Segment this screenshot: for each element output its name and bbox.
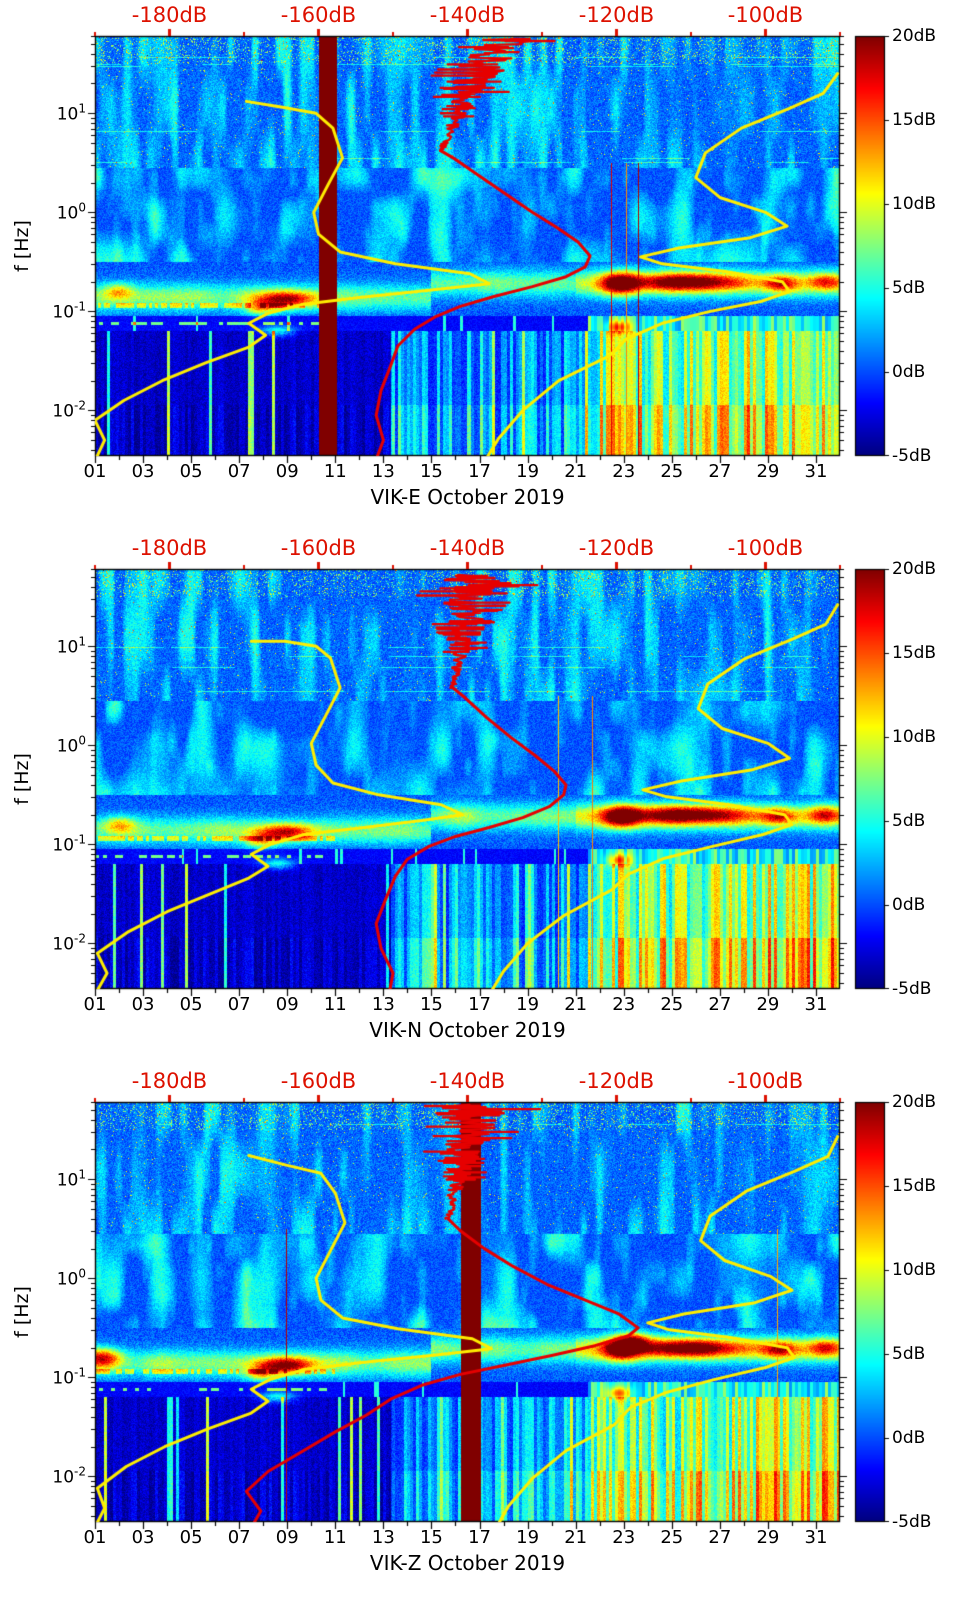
y-tick-mantissa: 10 bbox=[56, 1170, 79, 1191]
x-tick-label: 03 bbox=[131, 1527, 155, 1548]
spectrogram-panel-vik-e: -180dB -160dB -140dB -120dB -100dB f [Hz] 10… bbox=[0, 0, 962, 533]
x-tick-label: 19 bbox=[516, 461, 540, 482]
y-tick-mantissa: 10 bbox=[52, 934, 75, 955]
colorbar-tick-label: 5dB bbox=[892, 1344, 926, 1364]
colorbar-tick-label: 15dB bbox=[892, 643, 937, 663]
colorbar-tick-label: 5dB bbox=[892, 811, 926, 831]
x-tick-label: 13 bbox=[371, 1527, 395, 1548]
colorbar-tick-label: 0dB bbox=[892, 1428, 926, 1448]
colorbar-tick-label: 15dB bbox=[892, 110, 937, 130]
x-tick-label: 25 bbox=[660, 994, 684, 1015]
x-tick-label: 09 bbox=[275, 461, 299, 482]
colorbar-tick-label: -5dB bbox=[892, 1512, 932, 1532]
x-tick-label: 27 bbox=[708, 994, 732, 1015]
x-tick-label: 17 bbox=[468, 461, 491, 482]
x-tick-label: 31 bbox=[804, 461, 828, 482]
x-tick-label: 15 bbox=[419, 461, 443, 482]
x-tick-label: 25 bbox=[660, 1527, 684, 1548]
x-tick-label: 21 bbox=[564, 994, 588, 1015]
spectrogram-plot bbox=[75, 553, 855, 1001]
x-tick-label: 01 bbox=[83, 994, 107, 1015]
y-tick-mantissa: 10 bbox=[56, 104, 79, 125]
colorbar-tick-label: -5dB bbox=[892, 446, 932, 466]
x-tick-label: 27 bbox=[708, 461, 732, 482]
x-tick-label: 29 bbox=[756, 1527, 780, 1548]
colorbar-tick-label: 20dB bbox=[892, 1092, 937, 1112]
x-axis-title: VIK-Z October 2019 bbox=[369, 1551, 566, 1575]
x-tick-label: 19 bbox=[516, 1527, 540, 1548]
x-tick-label: 17 bbox=[468, 1527, 491, 1548]
x-tick-label: 07 bbox=[227, 461, 251, 482]
x-tick-label: 19 bbox=[516, 994, 540, 1015]
x-tick-label: 13 bbox=[371, 461, 395, 482]
x-tick-label: 11 bbox=[323, 994, 347, 1015]
y-tick-mantissa: 10 bbox=[52, 1467, 75, 1488]
x-tick-label: 27 bbox=[708, 1527, 732, 1548]
x-tick-label: 23 bbox=[612, 1527, 636, 1548]
x-tick-label: 15 bbox=[419, 994, 443, 1015]
x-tick-label: 23 bbox=[612, 994, 636, 1015]
x-axis-title: VIK-N October 2019 bbox=[369, 1018, 566, 1042]
spectrogram-plot bbox=[75, 1086, 855, 1534]
colorbar-tick-label: 15dB bbox=[892, 1176, 937, 1196]
x-tick-label: 31 bbox=[804, 994, 828, 1015]
x-tick-label: 15 bbox=[419, 1527, 443, 1548]
x-tick-label: 25 bbox=[660, 461, 684, 482]
x-tick-label: 05 bbox=[179, 1527, 203, 1548]
y-tick-mantissa: 10 bbox=[56, 203, 79, 224]
x-tick-label: 13 bbox=[371, 994, 395, 1015]
colorbar bbox=[848, 20, 900, 468]
y-tick-mantissa: 10 bbox=[52, 302, 75, 323]
x-tick-label: 07 bbox=[227, 994, 251, 1015]
x-tick-label: 31 bbox=[804, 1527, 828, 1548]
x-tick-label: 29 bbox=[756, 994, 780, 1015]
colorbar-tick-label: 5dB bbox=[892, 278, 926, 298]
x-tick-label: 01 bbox=[83, 461, 107, 482]
x-tick-label: 07 bbox=[227, 1527, 251, 1548]
x-tick-label: 01 bbox=[83, 1527, 107, 1548]
y-tick-mantissa: 10 bbox=[56, 1269, 79, 1290]
colorbar-tick-label: 0dB bbox=[892, 362, 926, 382]
x-tick-label: 09 bbox=[275, 1527, 299, 1548]
colorbar-tick-label: 20dB bbox=[892, 26, 937, 46]
x-tick-label: 21 bbox=[564, 461, 588, 482]
colorbar-tick-label: 10dB bbox=[892, 1260, 937, 1280]
spectrogram-panel-vik-n: -180dB -160dB -140dB -120dB -100dB f [Hz] 10… bbox=[0, 533, 962, 1066]
colorbar-tick-label: 10dB bbox=[892, 727, 937, 747]
y-axis-label: f [Hz] bbox=[11, 220, 33, 272]
y-tick-mantissa: 10 bbox=[52, 835, 75, 856]
x-tick-label: 03 bbox=[131, 994, 155, 1015]
x-tick-label: 09 bbox=[275, 994, 299, 1015]
y-tick-mantissa: 10 bbox=[52, 1368, 75, 1389]
x-tick-label: 23 bbox=[612, 461, 636, 482]
x-tick-label: 29 bbox=[756, 461, 780, 482]
colorbar-tick-label: -5dB bbox=[892, 979, 932, 999]
x-axis-title: VIK-E October 2019 bbox=[370, 485, 565, 509]
colorbar bbox=[848, 1086, 900, 1534]
y-axis-label: f [Hz] bbox=[11, 1286, 33, 1338]
x-tick-label: 11 bbox=[323, 461, 347, 482]
x-tick-label: 03 bbox=[131, 461, 155, 482]
colorbar-tick-label: 0dB bbox=[892, 895, 926, 915]
y-tick-mantissa: 10 bbox=[56, 736, 79, 757]
x-tick-label: 05 bbox=[179, 994, 203, 1015]
x-tick-label: 17 bbox=[468, 994, 491, 1015]
colorbar bbox=[848, 553, 900, 1001]
y-tick-mantissa: 10 bbox=[56, 637, 79, 658]
x-tick-label: 05 bbox=[179, 461, 203, 482]
spectrogram-panel-vik-z: -180dB -160dB -140dB -120dB -100dB f [Hz] 10… bbox=[0, 1066, 962, 1599]
spectrogram-plot bbox=[75, 20, 855, 468]
y-axis-label: f [Hz] bbox=[11, 753, 33, 805]
colorbar-tick-label: 20dB bbox=[892, 559, 937, 579]
x-tick-label: 21 bbox=[564, 1527, 588, 1548]
colorbar-tick-label: 10dB bbox=[892, 194, 937, 214]
x-tick-label: 11 bbox=[323, 1527, 347, 1548]
y-tick-mantissa: 10 bbox=[52, 401, 75, 422]
